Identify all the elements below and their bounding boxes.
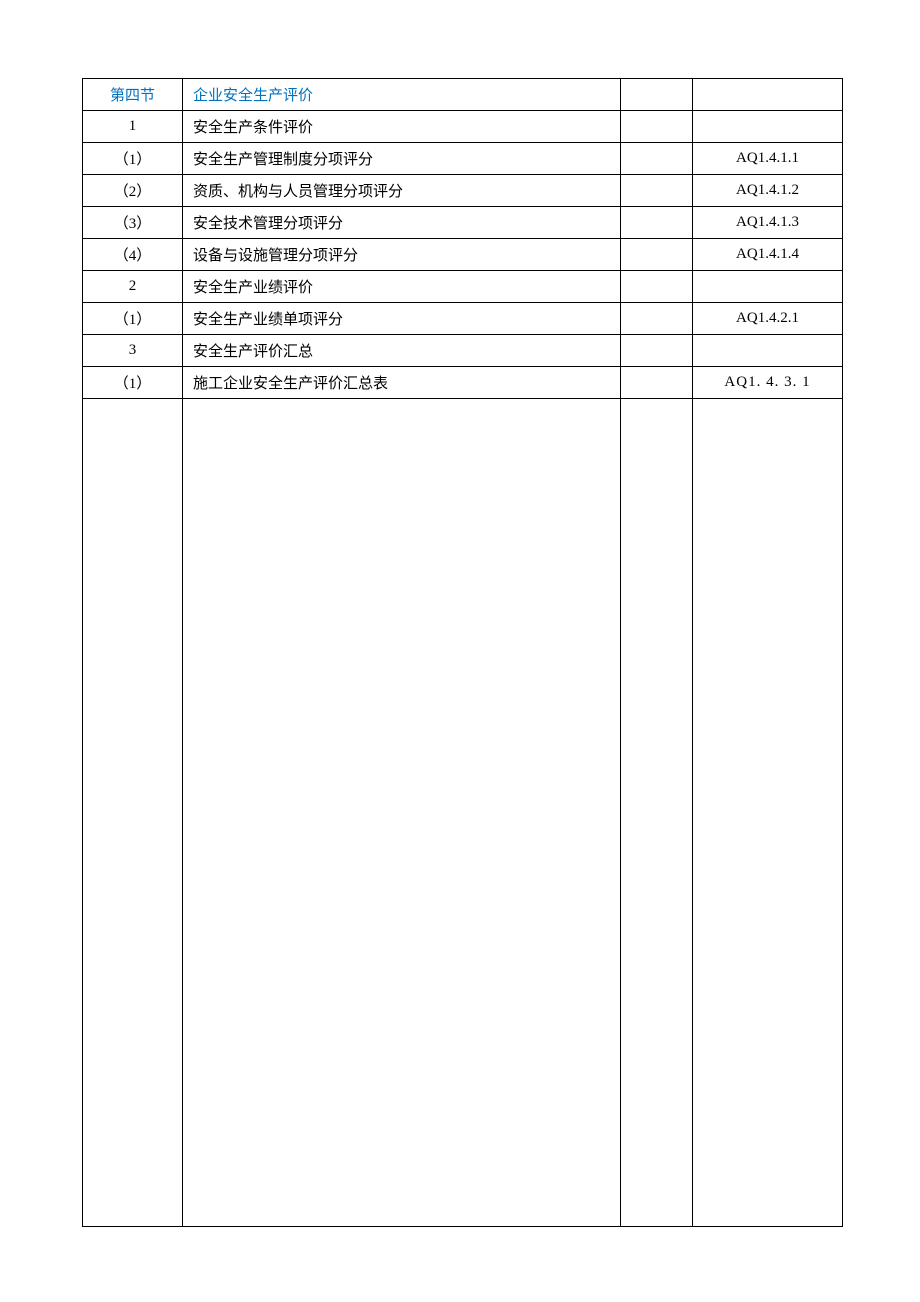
cell-code: AQ1. 4. 3. 1: [693, 367, 843, 399]
cell-code: AQ1.4.1.2: [693, 175, 843, 207]
cell-description: 安全生产业绩评价: [183, 271, 621, 303]
cell-number: （4）: [83, 239, 183, 271]
cell-number: 2: [83, 271, 183, 303]
table-body: 第四节 企业安全生产评价 1 安全生产条件评价 （1） 安全生产管理制度分项评分…: [83, 79, 843, 1227]
cell-empty: [83, 399, 183, 1227]
cell-empty: [621, 335, 693, 367]
cell-empty: [693, 399, 843, 1227]
cell-description: 安全生产评价汇总: [183, 335, 621, 367]
table-row: 1 安全生产条件评价: [83, 111, 843, 143]
table-row-empty: [83, 399, 843, 1227]
table-row: （1） 施工企业安全生产评价汇总表 AQ1. 4. 3. 1: [83, 367, 843, 399]
cell-description: 安全技术管理分项评分: [183, 207, 621, 239]
cell-number: （1）: [83, 367, 183, 399]
cell-number: （1）: [83, 303, 183, 335]
cell-number: （2）: [83, 175, 183, 207]
cell-code: AQ1.4.2.1: [693, 303, 843, 335]
cell-code: [693, 271, 843, 303]
cell-empty: [621, 367, 693, 399]
cell-code: [693, 111, 843, 143]
cell-empty: [621, 143, 693, 175]
cell-description: 安全生产条件评价: [183, 111, 621, 143]
cell-empty: [621, 111, 693, 143]
evaluation-table: 第四节 企业安全生产评价 1 安全生产条件评价 （1） 安全生产管理制度分项评分…: [82, 78, 843, 1227]
cell-description: 施工企业安全生产评价汇总表: [183, 367, 621, 399]
cell-number: 1: [83, 111, 183, 143]
table-row: （1） 安全生产管理制度分项评分 AQ1.4.1.1: [83, 143, 843, 175]
cell-description: 资质、机构与人员管理分项评分: [183, 175, 621, 207]
cell-code: AQ1.4.1.1: [693, 143, 843, 175]
cell-description: 设备与设施管理分项评分: [183, 239, 621, 271]
cell-number: （1）: [83, 143, 183, 175]
cell-section-number: 第四节: [83, 79, 183, 111]
cell-section-title: 企业安全生产评价: [183, 79, 621, 111]
cell-description: 安全生产业绩单项评分: [183, 303, 621, 335]
cell-code: AQ1.4.1.4: [693, 239, 843, 271]
cell-empty: [621, 239, 693, 271]
cell-empty: [183, 399, 621, 1227]
cell-empty: [621, 207, 693, 239]
cell-number: 3: [83, 335, 183, 367]
table-row: （4） 设备与设施管理分项评分 AQ1.4.1.4: [83, 239, 843, 271]
table-row: 2 安全生产业绩评价: [83, 271, 843, 303]
cell-description: 安全生产管理制度分项评分: [183, 143, 621, 175]
table-row: （2） 资质、机构与人员管理分项评分 AQ1.4.1.2: [83, 175, 843, 207]
table-row-header: 第四节 企业安全生产评价: [83, 79, 843, 111]
cell-empty: [621, 399, 693, 1227]
table-row: 3 安全生产评价汇总: [83, 335, 843, 367]
cell-empty: [621, 303, 693, 335]
cell-empty: [621, 175, 693, 207]
table-row: （3） 安全技术管理分项评分 AQ1.4.1.3: [83, 207, 843, 239]
table-row: （1） 安全生产业绩单项评分 AQ1.4.2.1: [83, 303, 843, 335]
cell-empty: [621, 271, 693, 303]
cell-code: [693, 79, 843, 111]
cell-empty: [621, 79, 693, 111]
cell-number: （3）: [83, 207, 183, 239]
cell-code: AQ1.4.1.3: [693, 207, 843, 239]
cell-code: [693, 335, 843, 367]
